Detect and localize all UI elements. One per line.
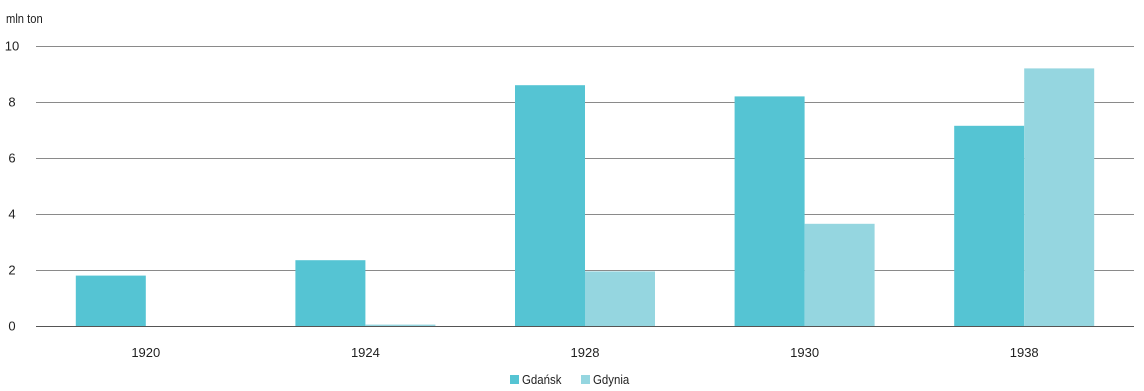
bar-gdansk-1938[interactable] (954, 125, 1025, 326)
y-tick-label-8: 8 (8, 95, 15, 110)
legend-swatch-gdansk (509, 375, 519, 384)
x-tick-label-1920: 1920 (131, 345, 160, 360)
bar-gdynia-1938[interactable] (1024, 68, 1095, 327)
y-tick-label-2: 2 (8, 263, 15, 278)
y-axis-unit-label: mln ton (6, 11, 43, 26)
legend-label-gdynia: Gdynia (592, 372, 630, 387)
bar-gdynia-1930[interactable] (804, 223, 875, 326)
x-tick-label-1928: 1928 (571, 345, 600, 360)
legend-item-gdynia[interactable]: Gdynia (580, 372, 634, 387)
legend: Gdańsk Gdynia (0, 372, 1144, 387)
y-tick-label-0: 0 (8, 319, 15, 334)
legend-swatch-gdynia (580, 375, 590, 384)
bar-gdansk-1928[interactable] (515, 85, 585, 326)
bars (75, 68, 1095, 327)
bar-gdynia-1924[interactable] (365, 324, 436, 326)
bar-gdansk-1924[interactable] (295, 260, 366, 326)
x-tick-label-1938: 1938 (1010, 345, 1039, 360)
bar-gdynia-1928[interactable] (585, 271, 655, 326)
x-tick-label-1930: 1930 (790, 345, 819, 360)
legend-item-gdansk[interactable]: Gdańsk (509, 372, 567, 387)
x-axis-ticks: 1920 1924 1928 1930 1938 (131, 345, 1038, 360)
x-tick-label-1924: 1924 (351, 345, 380, 360)
y-tick-label-4: 4 (8, 207, 15, 222)
bar-gdansk-1930[interactable] (734, 96, 805, 327)
bar-gdansk-1920[interactable] (75, 275, 146, 326)
legend-label-gdansk: Gdańsk (521, 372, 562, 387)
y-tick-label-10: 10 (5, 39, 19, 54)
y-tick-label-6: 6 (8, 151, 15, 166)
y-axis-ticks: 0 2 4 6 8 10 (5, 39, 19, 334)
